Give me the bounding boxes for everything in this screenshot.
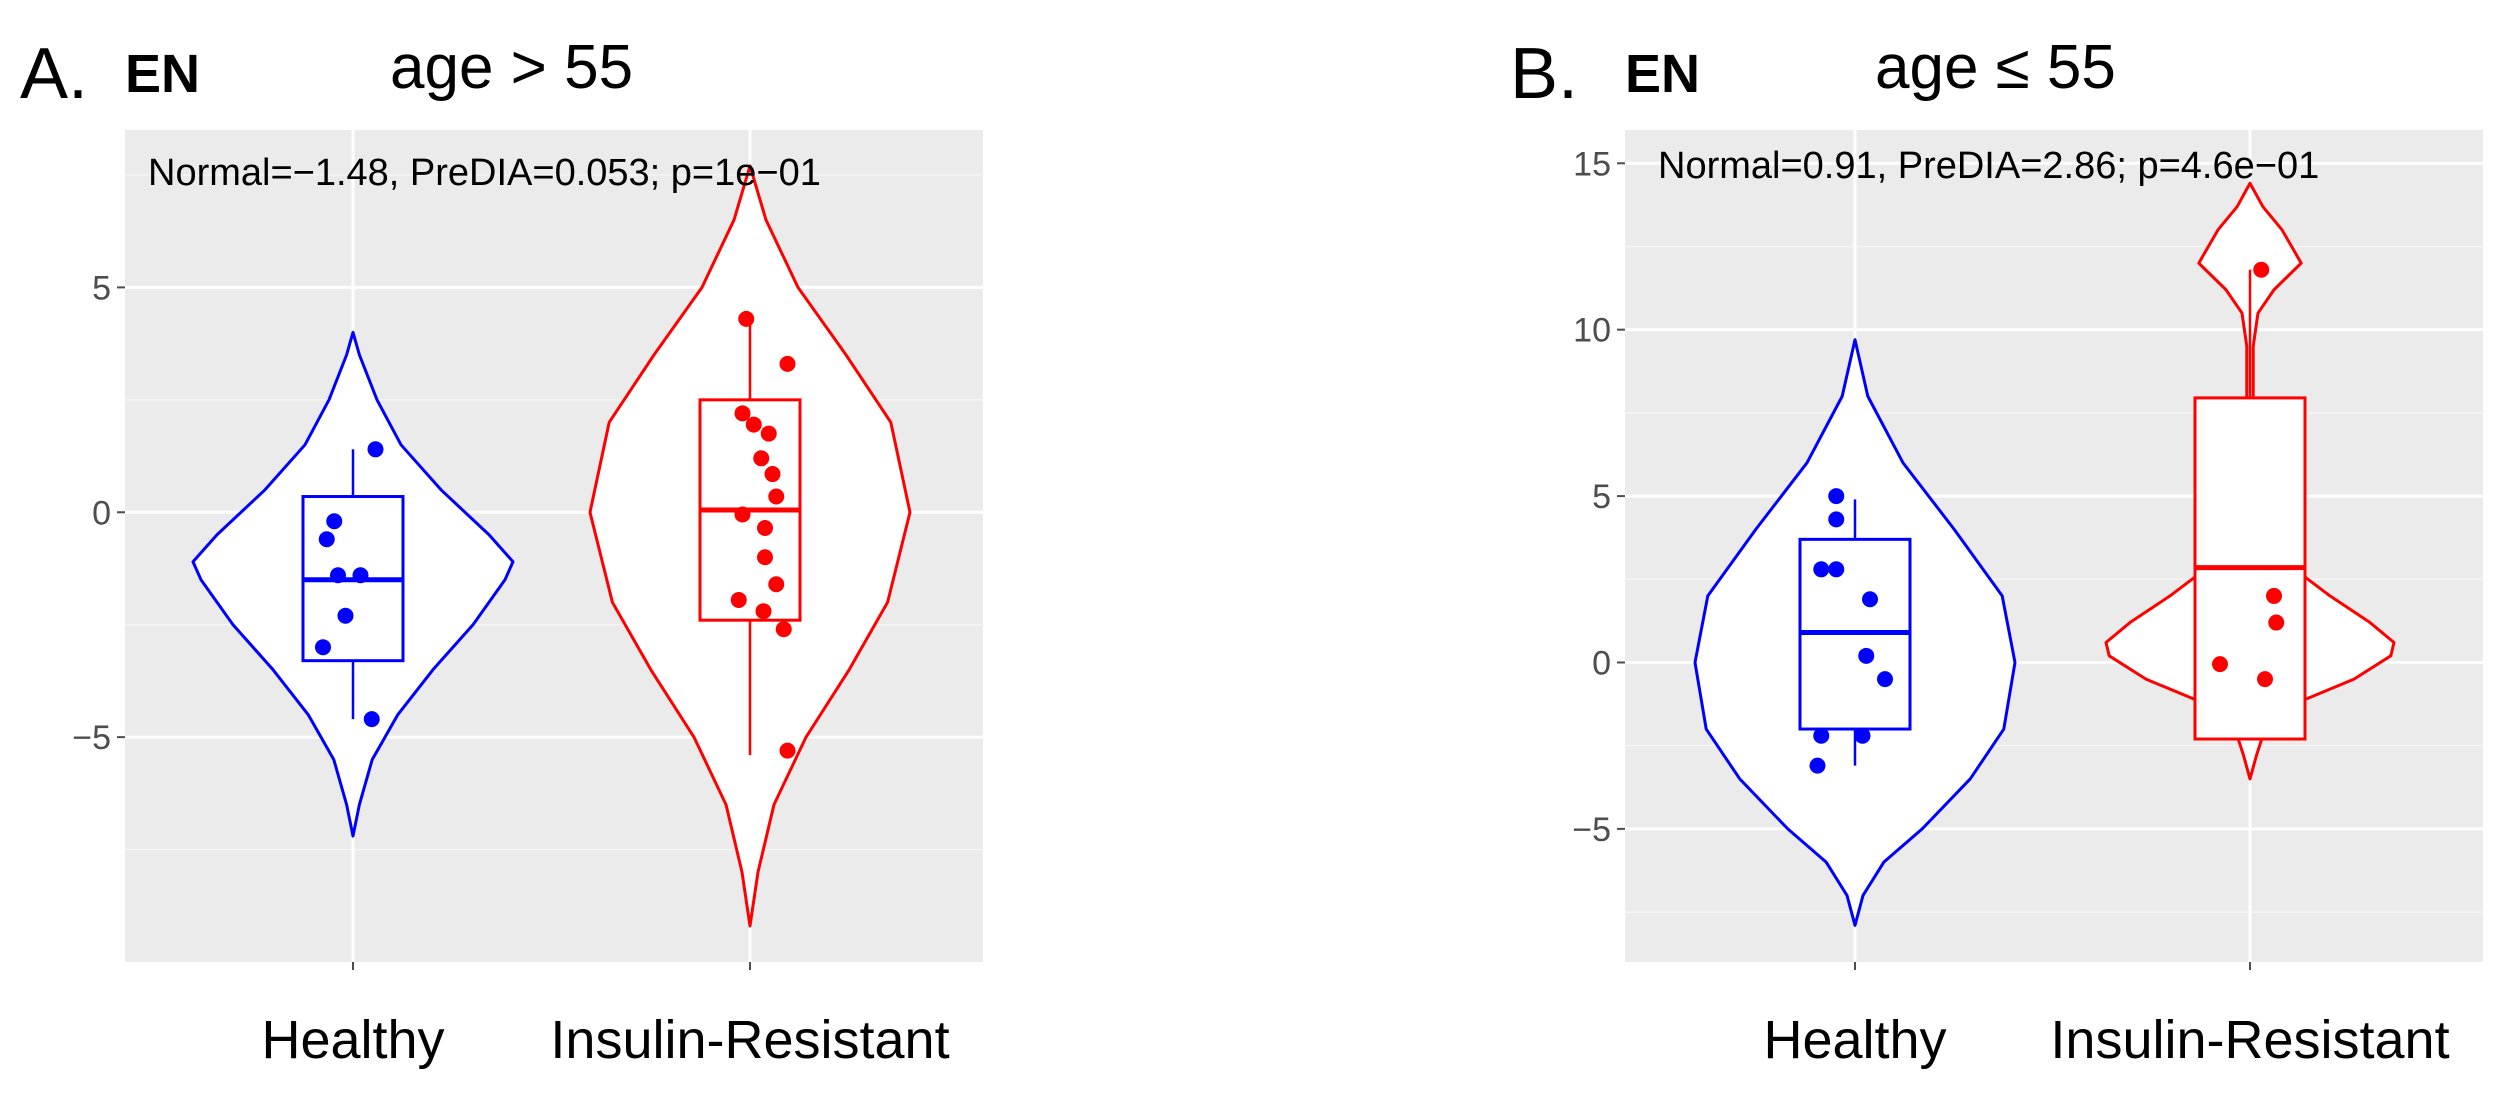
data-point [315, 639, 331, 656]
y-axis-b: 15 10 5 0 −5 [1572, 145, 2251, 970]
data-point [1862, 591, 1878, 608]
data-point [2268, 614, 2285, 631]
annotation-b: Normal=0.91, PreDIA=2.86; p=4.6e−01 [1658, 145, 2319, 187]
data-point [1877, 671, 1893, 688]
category-label-insulin-resistant-a: Insulin-Resistant [550, 1010, 949, 1070]
series-healthy-a [191, 330, 515, 838]
data-point [730, 591, 747, 608]
data-point [1813, 561, 1830, 578]
data-point [1828, 511, 1845, 528]
data-point [757, 520, 773, 537]
series-healthy-b [1693, 338, 2017, 927]
y-tick-label: −5 [1572, 811, 1611, 849]
data-point [367, 441, 384, 458]
panel-label-a: A. [20, 34, 88, 114]
data-point [2266, 587, 2282, 604]
gene-label-a: EN [125, 44, 200, 104]
data-point [352, 567, 369, 584]
panel-a: 5 0 −5 A. EN age > 55 Normal=−1.48, PreDIA… [20, 33, 983, 1070]
y-tick-label: 0 [1592, 644, 1611, 682]
data-point [330, 567, 346, 584]
data-point [1828, 488, 1845, 505]
data-point [1858, 647, 1875, 664]
data-point [757, 549, 773, 566]
data-point [2253, 261, 2270, 278]
data-point [768, 488, 785, 505]
data-point [753, 450, 770, 467]
data-point [734, 506, 751, 523]
data-point [775, 621, 792, 638]
data-point [1813, 727, 1830, 744]
y-axis-a: 5 0 −5 [72, 269, 751, 970]
panel-label-b: B. [1510, 34, 1578, 114]
data-point [760, 425, 777, 442]
data-point [779, 355, 796, 372]
data-point [318, 531, 335, 548]
annotation-a: Normal=−1.48, PreDIA=0.053; p=1e−01 [148, 152, 821, 194]
data-point [745, 416, 762, 433]
data-point [764, 466, 781, 483]
y-tick-label: 0 [92, 494, 111, 532]
category-label-insulin-resistant-b: Insulin-Resistant [2050, 1010, 2449, 1070]
data-point [363, 711, 380, 728]
data-point [2257, 671, 2273, 688]
gene-label-b: EN [1625, 44, 1700, 104]
y-tick-label: 10 [1573, 312, 1611, 350]
y-tick-label: −5 [72, 719, 111, 757]
series-insulin-resistant-a [588, 164, 912, 928]
data-point [768, 576, 785, 593]
violins-a [191, 164, 912, 928]
data-point [1828, 561, 1845, 578]
data-point [738, 310, 755, 327]
category-label-healthy-b: Healthy [1763, 1010, 1946, 1070]
data-point [1854, 727, 1871, 744]
data-point [1809, 757, 1826, 774]
data-point [779, 742, 796, 759]
series-insulin-resistant-b [2104, 181, 2396, 781]
y-tick-label: 5 [92, 269, 111, 307]
category-label-healthy-a: Healthy [261, 1010, 444, 1070]
data-point [755, 603, 772, 620]
data-point [337, 607, 354, 624]
violins-b [1693, 181, 2396, 927]
data-point [2212, 656, 2228, 673]
subtitle-b: age ≤ 55 [1875, 33, 2116, 102]
y-tick-label: 15 [1573, 145, 1611, 183]
subtitle-a: age > 55 [390, 33, 633, 102]
data-point [734, 405, 751, 422]
y-tick-label: 5 [1592, 478, 1611, 516]
data-point [326, 513, 343, 530]
panel-b: 15 10 5 0 −5 B. EN age ≤ 55 Normal=0.91, Pre… [1510, 33, 2483, 1070]
